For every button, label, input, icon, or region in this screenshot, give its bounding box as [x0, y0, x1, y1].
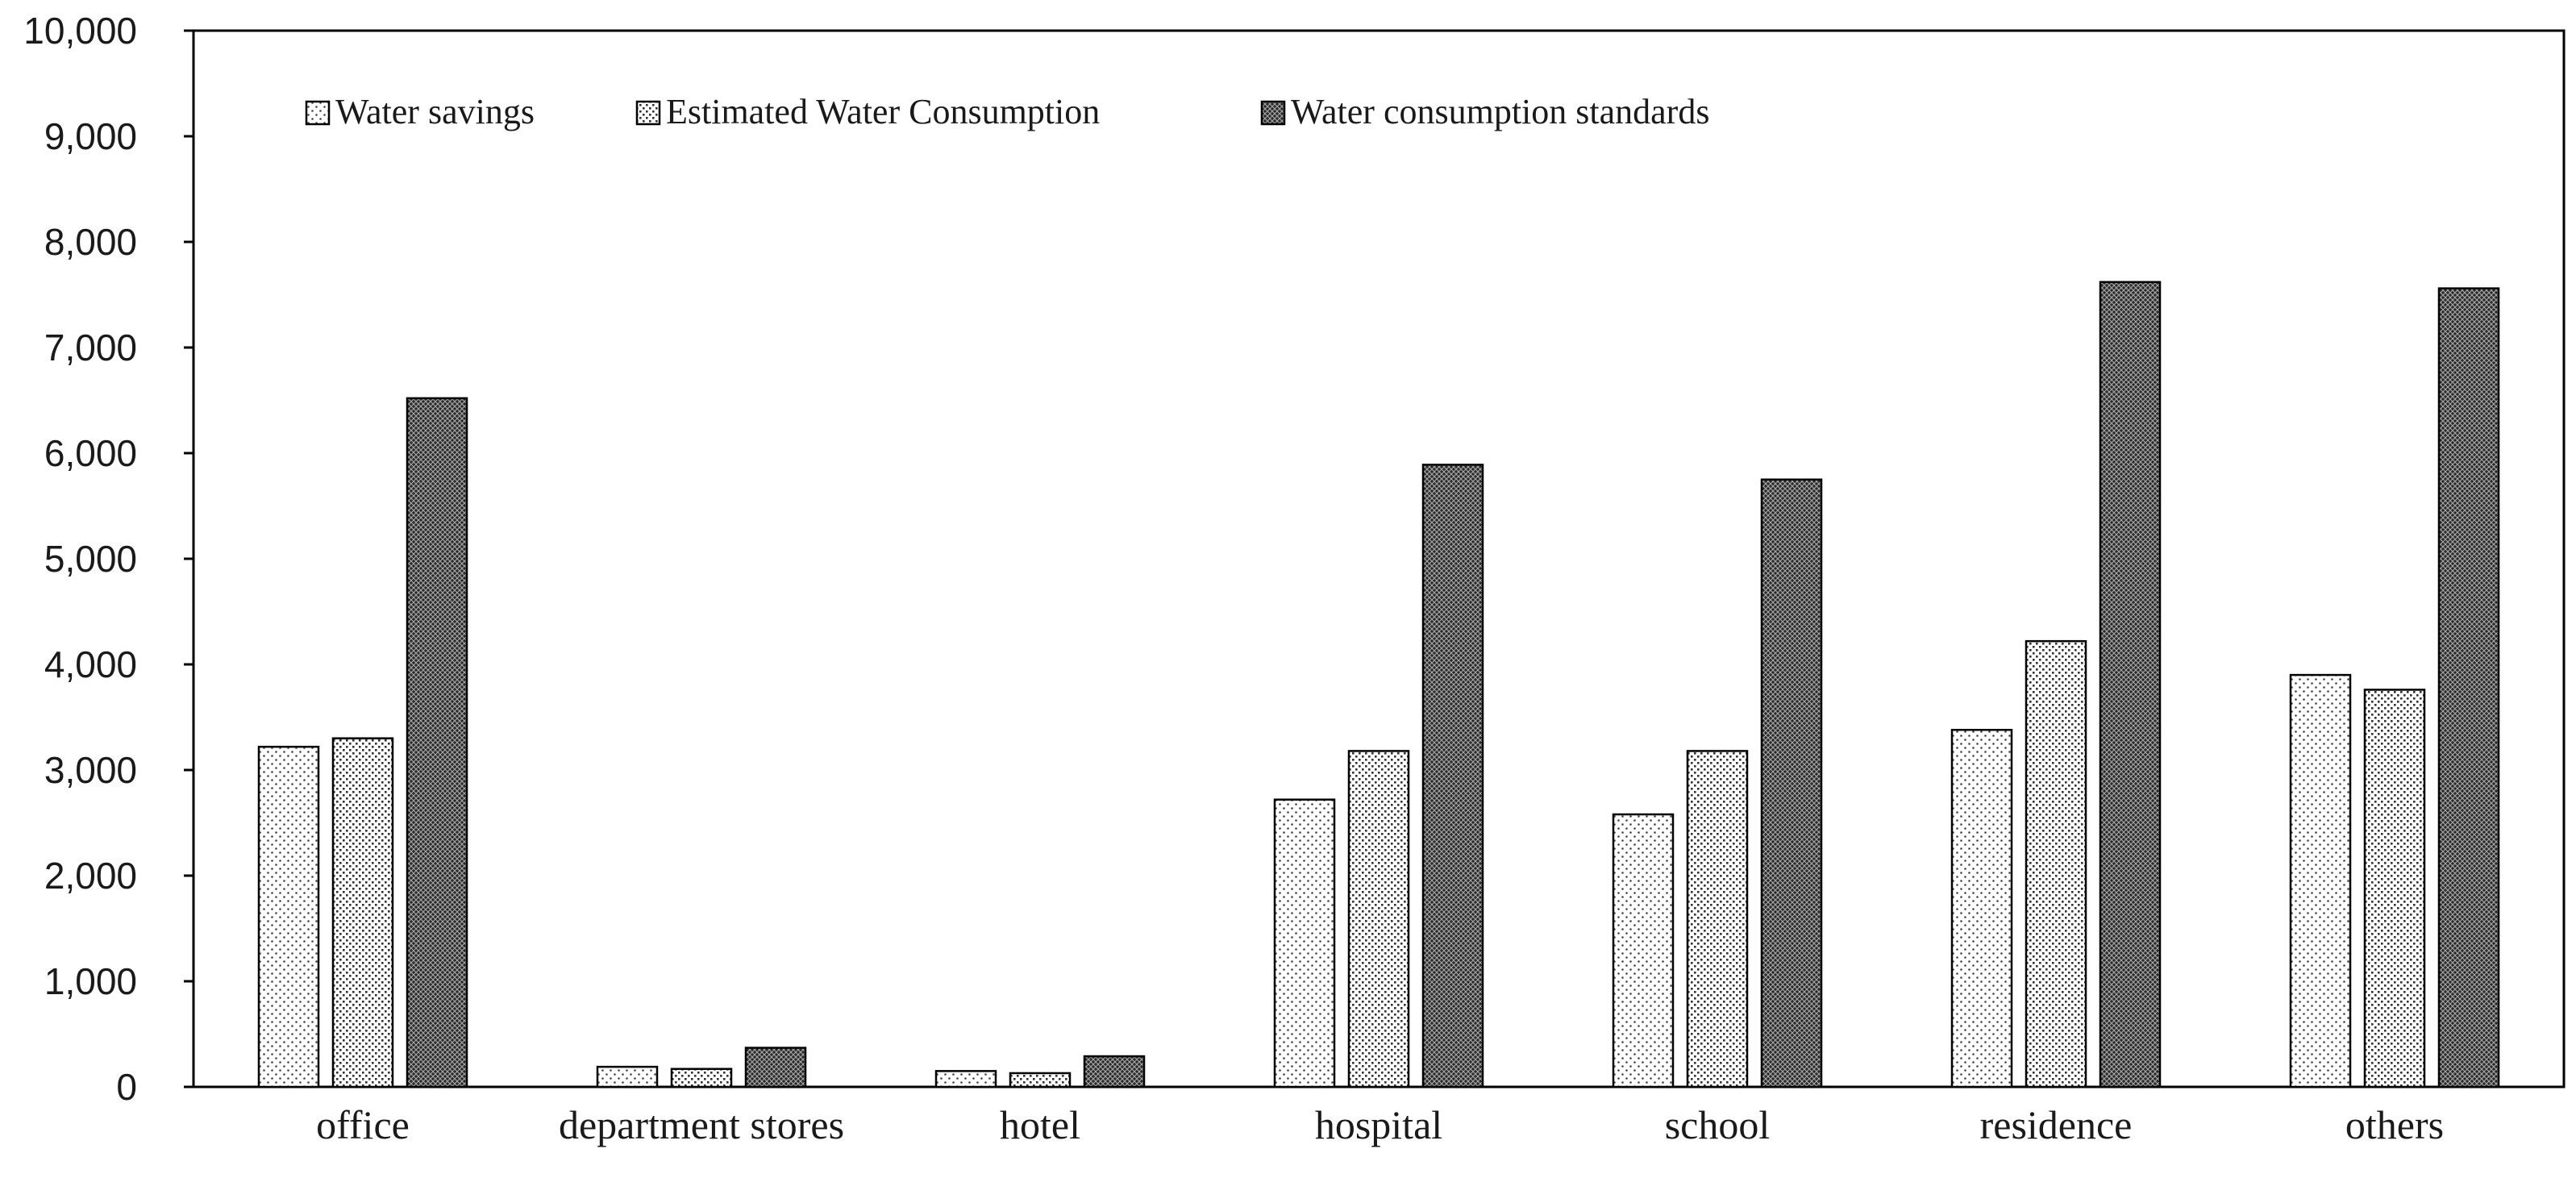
y-tick-label: 3,000 [44, 749, 137, 791]
x-tick-label-others: others [2345, 1102, 2444, 1147]
bar-estimated-water-consumption-office [331, 737, 394, 1089]
y-tick-label: 8,000 [44, 221, 137, 263]
x-tick-label-hospital: hospital [1315, 1102, 1442, 1147]
bar-water-consumption-standards-department-stores [744, 1047, 807, 1089]
y-tick-label: 2,000 [44, 855, 137, 897]
bar-water-consumption-standards-others [2437, 287, 2500, 1089]
bar-estimated-water-consumption-school [1686, 750, 1749, 1089]
y-tick-label: 7,000 [44, 327, 137, 368]
bar-estimated-water-consumption-others [2363, 689, 2426, 1089]
bar-estimated-water-consumption-residence [2025, 639, 2087, 1089]
bar-water-consumption-standards-office [406, 397, 468, 1089]
y-tick-label: 6,000 [44, 432, 137, 474]
legend-item-estimated-water-consumption: Estimated Water Consumption [635, 92, 1100, 131]
bar-water-consumption-standards-residence [2099, 281, 2162, 1089]
y-tick-label: 5,000 [44, 538, 137, 580]
bar-water-savings-office [257, 745, 320, 1089]
x-tick-label-residence: residence [1980, 1102, 2133, 1147]
x-tick-label-hotel: hotel [1000, 1102, 1080, 1147]
bar-water-savings-others [2289, 673, 2352, 1089]
legend-label-water-savings: Water savings [335, 92, 535, 131]
legend-label-estimated-water-consumption: Estimated Water Consumption [666, 92, 1100, 131]
x-tick-label-office: office [316, 1102, 410, 1147]
legend-item-water-consumption-standards: Water consumption standards [1260, 92, 1709, 131]
y-axis: 0 1,000 2,000 3,000 4,000 5,000 6,000 7,000 8,00… [23, 10, 194, 1108]
legend-swatch-estimated-water-consumption [635, 100, 661, 126]
y-tick-label: 4,000 [44, 643, 137, 685]
legend: Water savings Estimated Water Consumptio… [305, 92, 1709, 131]
y-tick-label: 9,000 [44, 115, 137, 157]
bar-estimated-water-consumption-hospital [1347, 750, 1410, 1089]
bar-water-consumption-standards-hotel [1083, 1055, 1146, 1089]
legend-swatch-water-consumption-standards [1260, 100, 1286, 126]
bar-estimated-water-consumption-hotel [1009, 1072, 1072, 1089]
bars [257, 281, 2500, 1089]
bar-water-savings-school [1612, 813, 1675, 1089]
y-tick-label: 0 [116, 1066, 137, 1108]
legend-label-water-consumption-standards: Water consumption standards [1291, 92, 1709, 131]
bar-water-savings-hospital [1273, 798, 1336, 1089]
legend-swatch-water-savings [305, 100, 331, 126]
bar-water-consumption-standards-school [1760, 478, 1823, 1089]
bar-water-savings-department-stores [596, 1065, 659, 1089]
bar-water-savings-hotel [934, 1070, 997, 1089]
x-axis: office department stores hotel hospital scho… [316, 1102, 2444, 1147]
y-tick-label: 10,000 [23, 10, 137, 52]
bar-water-consumption-standards-hospital [1421, 464, 1484, 1089]
bar-water-savings-residence [1950, 728, 2013, 1089]
x-tick-label-school: school [1665, 1102, 1771, 1147]
x-tick-label-department-stores: department stores [559, 1102, 844, 1147]
bar-estimated-water-consumption-department-stores [670, 1068, 733, 1089]
y-tick-label: 1,000 [44, 960, 137, 1002]
legend-item-water-savings: Water savings [305, 92, 535, 131]
